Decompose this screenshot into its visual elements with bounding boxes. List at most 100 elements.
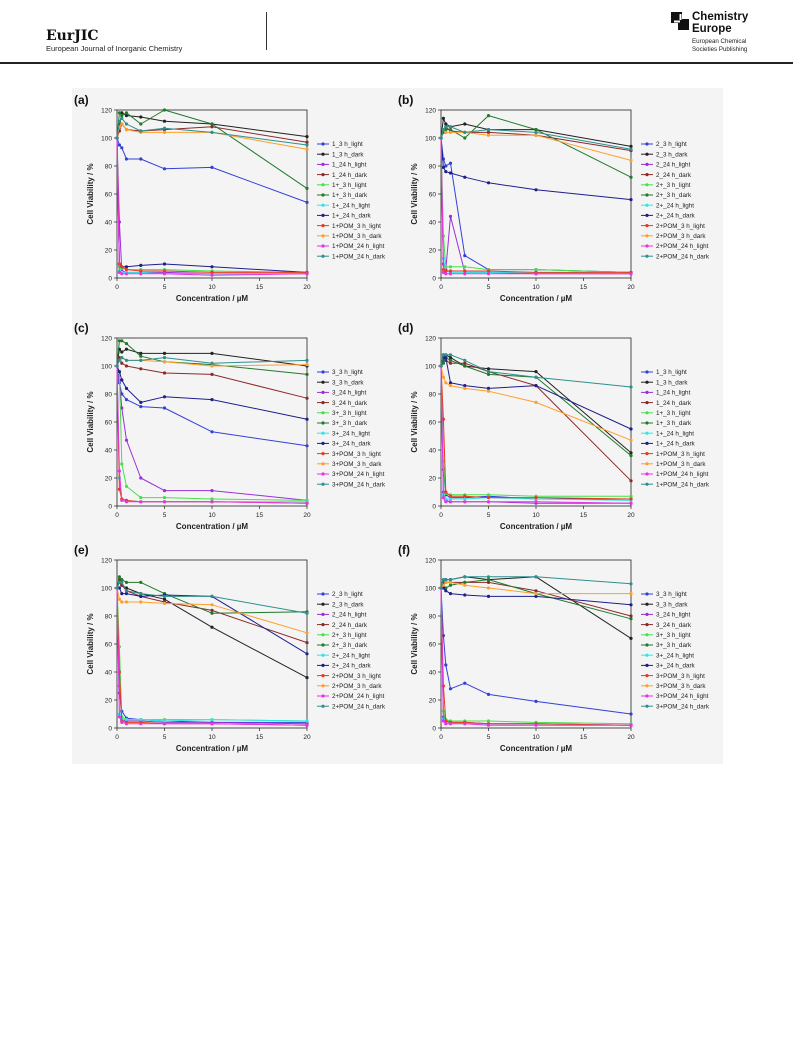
data-point [534,268,538,272]
data-point [534,496,538,500]
data-point [629,144,633,148]
data-point [629,438,633,442]
data-point [444,589,448,593]
legend-label: 2_3 h_dark [332,601,364,608]
data-point [441,417,445,421]
data-point [448,361,453,365]
x-tick-label: 10 [532,284,540,291]
x-tick-label: 5 [487,284,491,291]
data-point [120,146,124,150]
series-line [116,587,308,725]
data-point [444,130,448,134]
legend-label: 2_24 h_light [332,612,367,619]
legend-label: 3_3 h_dark [332,379,364,386]
y-tick-label: 80 [105,164,113,171]
legend-label: 2+_3 h_dark [656,192,692,199]
data-point [210,130,214,134]
legend-marker [321,592,325,596]
series-line [116,365,308,504]
legend-marker [645,142,649,146]
y-tick-label: 0 [432,276,436,283]
legend-marker [321,183,325,187]
data-point [448,128,453,132]
legend-marker [321,663,325,667]
data-point [534,384,538,388]
x-tick-label: 0 [115,512,119,519]
legend-label: 3+POM_24 h_light [656,693,709,700]
series-line [116,137,307,273]
data-point [124,342,129,346]
legend-marker [645,431,649,435]
legend-marker [321,213,325,217]
data-point [444,663,448,667]
data-point [463,497,467,501]
data-point [210,625,214,629]
legend-label: 3+_24 h_light [656,652,694,659]
legend-marker [645,254,649,258]
data-point [305,723,309,727]
data-point [139,580,143,584]
data-point [534,589,538,593]
data-point [463,580,467,584]
data-point [486,130,491,134]
data-point [162,601,167,605]
data-point [117,597,121,601]
legend-label: 3_3 h_dark [656,601,688,608]
data-point [305,200,309,204]
legend-label: 2+_3 h_dark [332,642,368,649]
x-tick-label: 20 [627,284,635,291]
legend-marker [645,203,649,207]
data-point [486,272,491,276]
data-point [162,371,167,375]
legend-label: 3+_24 h_light [332,430,370,437]
data-point [162,489,167,493]
data-point [117,339,121,343]
y-tick-label: 20 [429,248,437,255]
data-point [486,114,491,118]
data-point [139,594,143,598]
data-point [629,385,633,389]
data-point [441,496,445,500]
data-point [210,265,214,269]
series-line [440,137,631,273]
legend-marker [645,193,649,197]
data-point [124,347,129,351]
legend-label: 3+_3 h_dark [656,642,692,649]
data-point [162,119,167,123]
data-point [444,490,448,494]
legend-marker [321,602,325,606]
legend-label: 2+_24 h_dark [656,213,696,220]
data-point [120,580,124,584]
data-point [486,370,491,374]
journal-name: European Journal of Inorganic Chemistry [46,44,183,53]
data-point [124,484,129,488]
data-point [124,580,129,584]
x-tick-label: 0 [439,734,443,741]
data-point [486,389,491,393]
data-point [486,133,491,137]
y-tick-label: 20 [105,698,113,705]
data-point [629,712,633,716]
legend-label: 2+POM_3 h_dark [656,233,706,240]
legend-marker [321,224,325,228]
data-point [162,269,167,273]
legend-marker [645,462,649,466]
x-tick-label: 20 [627,734,635,741]
data-point [305,641,309,645]
y-tick-label: 120 [101,336,112,343]
legend-label: 1+_24 h_light [656,430,694,437]
x-tick-label: 20 [303,734,311,741]
data-point [210,372,214,376]
legend-marker [645,234,649,238]
legend-marker [645,244,649,248]
y-tick-label: 60 [429,420,437,427]
data-point [305,147,309,151]
legend-label: 1_24 h_dark [332,172,368,179]
x-tick-label: 10 [532,512,540,519]
journal-abbreviation: EurJIC [46,28,99,44]
legend-label: 3+_3 h_light [656,632,691,639]
data-point [444,272,448,276]
legend-marker [321,152,325,156]
data-point [486,493,491,497]
data-point [210,500,214,504]
